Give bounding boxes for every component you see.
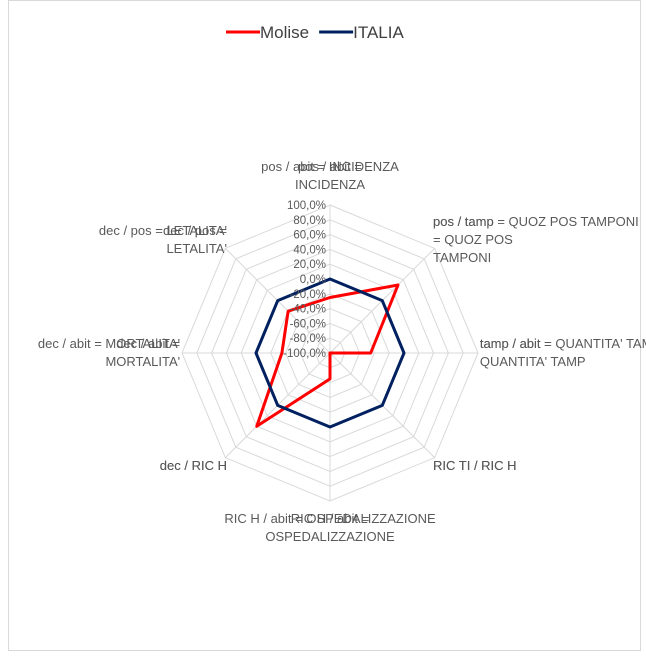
category-label: dec / RIC Hdec / RIC H <box>160 458 227 473</box>
tick-label: 40,0% <box>293 244 326 256</box>
tick-label: -60,0% <box>290 318 326 330</box>
tick-label: 0,0% <box>300 274 326 286</box>
tick-label: 100,0% <box>287 200 326 212</box>
tick-label: 60,0% <box>293 230 326 242</box>
legend-label: Molise <box>260 23 309 42</box>
series-line <box>254 277 406 429</box>
category-label: RIC TI / RIC HRIC TI / RIC H <box>433 458 517 473</box>
tick-label: -20,0% <box>290 289 326 301</box>
series-line <box>255 283 400 428</box>
tick-label: 80,0% <box>293 215 326 227</box>
legend-label: ITALIA <box>353 23 404 42</box>
tick-label: -80,0% <box>290 333 326 345</box>
tick-label: -100,0% <box>283 348 326 360</box>
tick-label: -40,0% <box>290 304 326 316</box>
tick-label: 20,0% <box>293 259 326 271</box>
